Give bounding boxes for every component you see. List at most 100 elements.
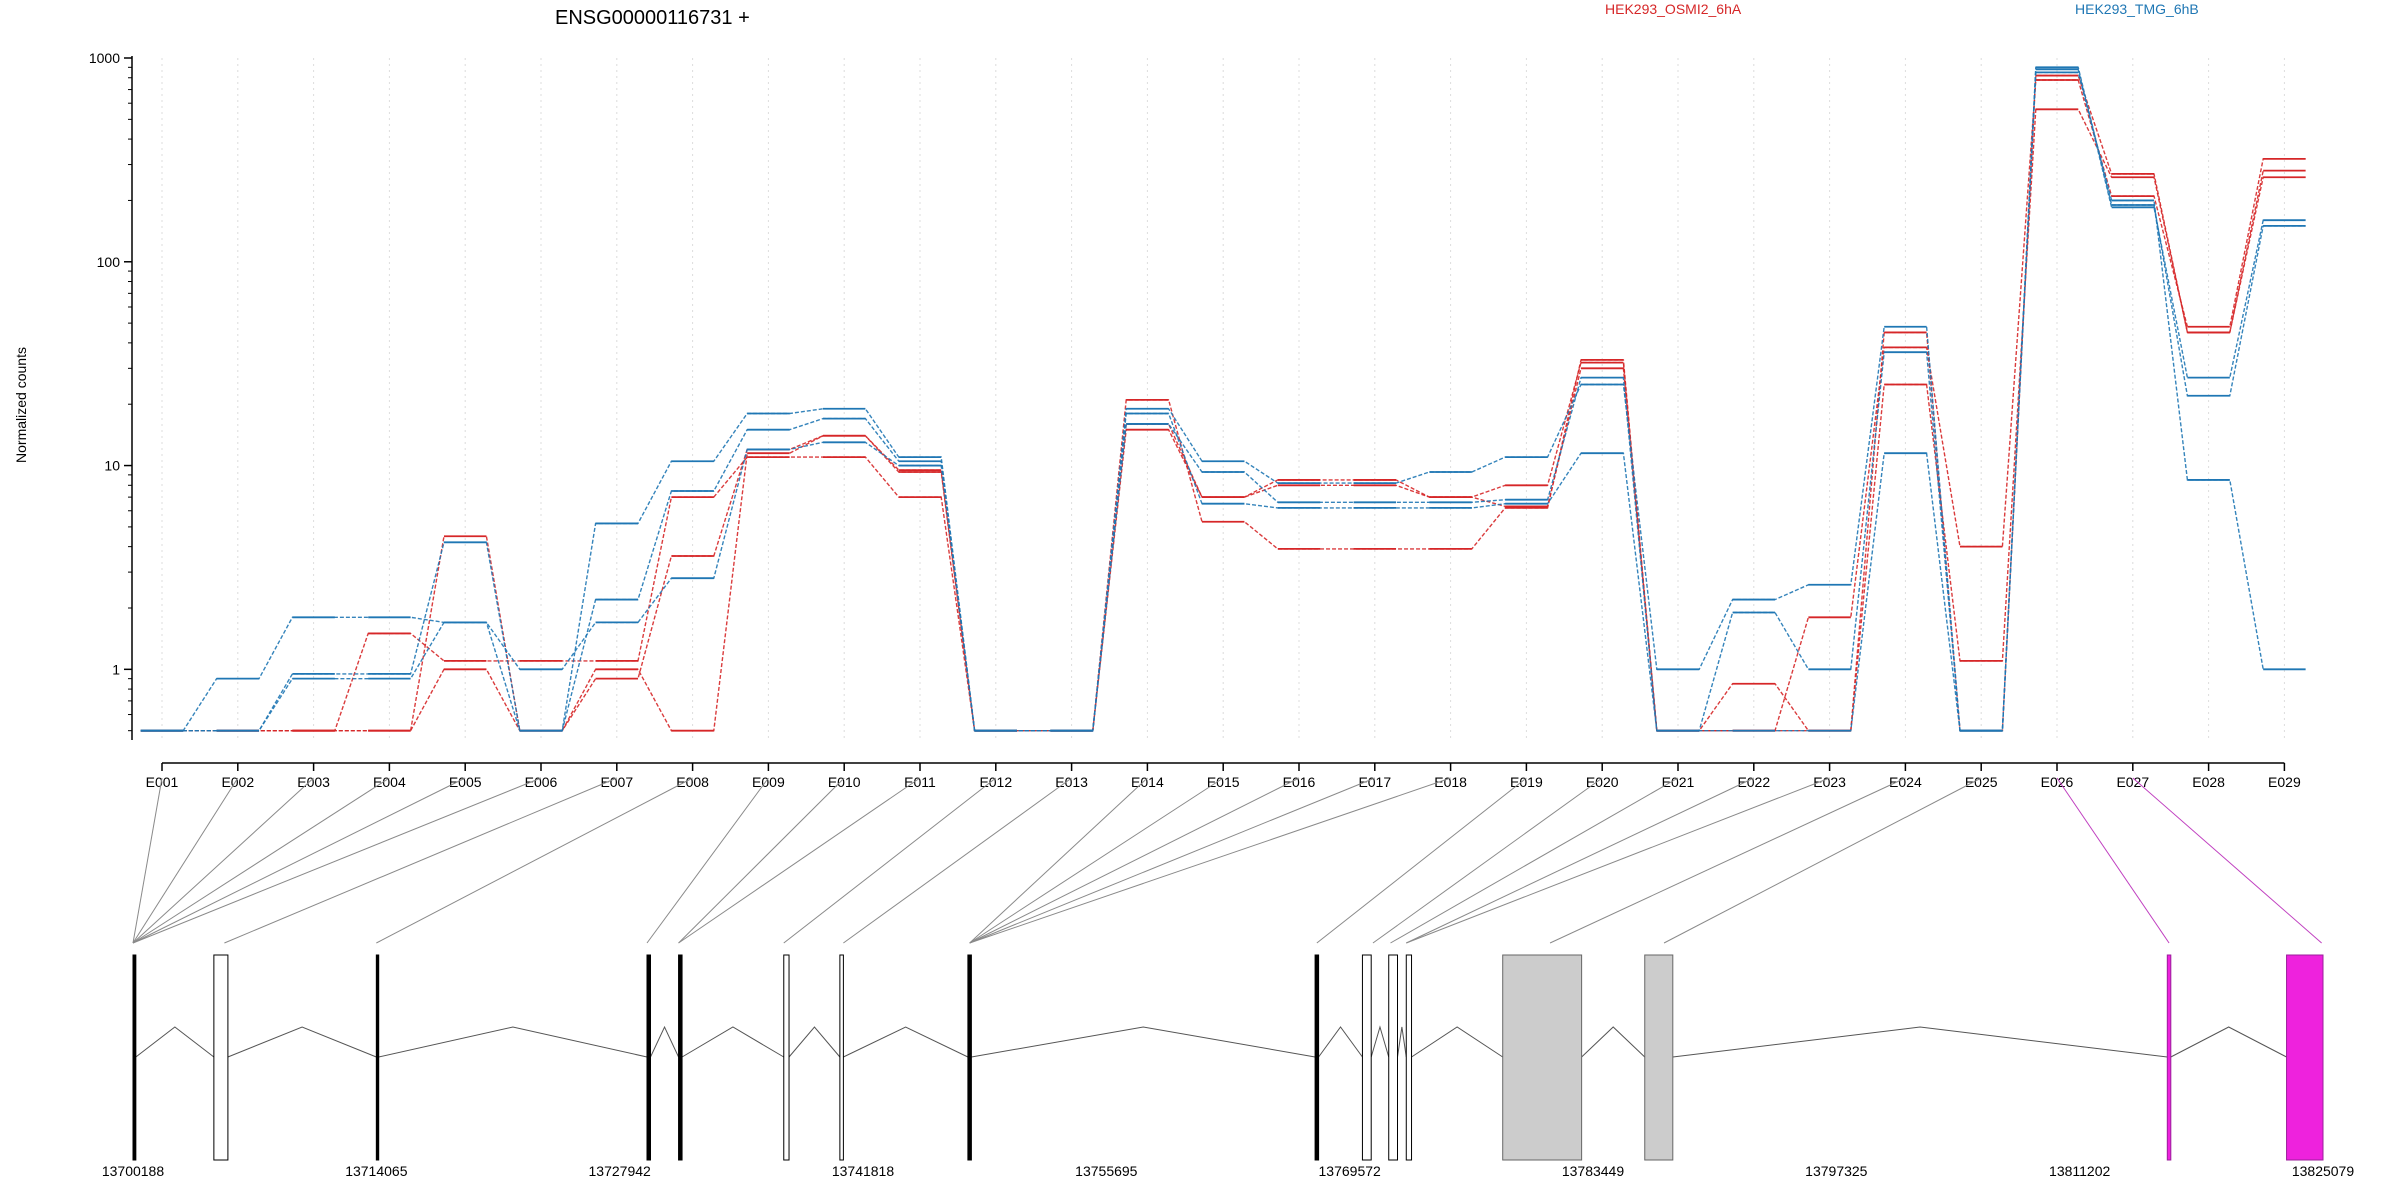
series-lines [140,66,2306,732]
x-tick-label-e016: E016 [1283,774,1316,790]
y-axis-label: Normalized counts [13,347,29,463]
bin-link-e019 [1316,777,1527,944]
x-tick-label-e020: E020 [1586,774,1619,790]
exon-16 [2286,954,2324,1161]
exon-11 [1388,954,1399,1161]
y-tick-label-1: 1 [112,661,120,677]
x-tick-label-e018: E018 [1434,774,1467,790]
intron-5 [681,1026,785,1058]
axes: 1 10 100 1000 E001 E002 E003 E004 E005 E006 E007 E0… [89,50,2301,790]
x-tick-label-e012: E012 [979,774,1012,790]
bin-link-e026 [2056,777,2170,944]
x-tick-label-e024: E024 [1889,774,1922,790]
coord-label-1: 13700188 [102,1163,165,1179]
x-tick-label-e001: E001 [146,774,179,790]
bin-link-e024 [1549,777,1906,944]
y-tick-label-100: 100 [97,254,121,270]
bin-link-e008 [376,777,693,944]
x-tick-label-e025: E025 [1965,774,1998,790]
intron-3 [378,1026,648,1058]
intron-1 [135,1026,215,1058]
exon-1 [132,954,137,1161]
x-tick-label-e002: E002 [221,774,254,790]
exon-3 [375,954,380,1161]
exon-12 [1405,954,1413,1161]
x-tick-label-e004: E004 [373,774,406,790]
coord-label-2: 13714065 [345,1163,408,1179]
x-tick-label-e015: E015 [1207,774,1240,790]
x-tick-label-e023: E023 [1813,774,1846,790]
bin-link-e017 [969,777,1375,944]
gene-model: 13700188 13714065 13727942 13741818 13755695… [102,954,2355,1179]
exon-14 [1644,954,1674,1161]
bin-link-e003 [132,777,314,944]
series-line [140,71,2306,732]
intron-11 [1397,1026,1407,1058]
bin-link-e006 [132,777,542,944]
intron-4 [650,1025,680,1058]
bin-link-e023 [1406,777,1830,944]
coord-label-9: 13811202 [2049,1163,2110,1179]
x-tick-label-e006: E006 [525,774,558,790]
coord-label-6: 13769572 [1319,1163,1382,1179]
x-tick-label-e009: E009 [752,774,785,790]
exon-8 [967,954,972,1161]
series-hek293_osmi2_6ha-0 [140,79,2306,732]
bin-link-e025 [1663,777,1982,944]
coord-label-7: 13783449 [1562,1163,1625,1179]
bin-link-e002 [132,777,239,944]
exon-4 [646,954,652,1161]
exon-2 [213,954,229,1161]
coord-label-5: 13755695 [1075,1163,1138,1179]
bin-link-e011 [678,777,921,944]
y-tick-label-10: 10 [104,458,120,474]
chart-title: ENSG00000116731 + [555,7,750,29]
bin-link-e018 [969,777,1451,944]
x-tick-label-e019: E019 [1510,774,1543,790]
bin-link-e020 [1372,777,1603,944]
x-tick-label-e029: E029 [2268,774,2301,790]
coord-label-3: 13727942 [589,1163,652,1179]
exon-bin-links [132,777,2322,944]
bin-link-e022 [1406,777,1755,944]
bin-link-e004 [132,777,390,944]
intron-7 [843,1026,969,1058]
x-tick-label-e014: E014 [1131,774,1164,790]
bin-link-e016 [969,777,1300,944]
x-tick-label-e013: E013 [1055,774,1088,790]
grid-lines [161,58,2285,740]
x-tick-label-e027: E027 [2116,774,2149,790]
exon-6 [783,954,790,1161]
x-tick-label-e026: E026 [2041,774,2074,790]
bin-link-e007 [224,777,617,944]
exon-9 [1314,954,1320,1161]
series-line [140,108,2306,732]
x-tick-label-e010: E010 [828,774,861,790]
x-tick-label-e028: E028 [2192,774,2225,790]
x-tick-label-e011: E011 [904,774,936,790]
legend-entry-osmi2: HEK293_OSMI2_6hA [1605,1,1742,17]
intron-9 [1318,1026,1363,1058]
intron-13 [1581,1026,1646,1058]
coord-label-10: 13825079 [2292,1163,2355,1179]
x-tick-label-e005: E005 [449,774,482,790]
bin-link-e005 [132,777,466,944]
x-tick-label-e021: E021 [1662,774,1695,790]
y-tick-label-1000: 1000 [89,50,120,66]
x-tick-label-e007: E007 [600,774,633,790]
bin-link-e009 [646,777,769,944]
x-tick-label-e017: E017 [1358,774,1391,790]
series-line [140,66,2306,732]
coord-label-8: 13797325 [1805,1163,1868,1179]
intron-2 [227,1026,377,1058]
intron-14 [1672,1026,2168,1058]
x-tick-label-e003: E003 [297,774,330,790]
exon-15 [2166,954,2172,1161]
intron-8 [971,1026,1316,1058]
exon-13 [1502,954,1583,1161]
intron-6 [788,1026,841,1058]
series-line [140,68,2306,732]
bin-link-e012 [783,777,997,944]
x-tick-label-e022: E022 [1737,774,1770,790]
